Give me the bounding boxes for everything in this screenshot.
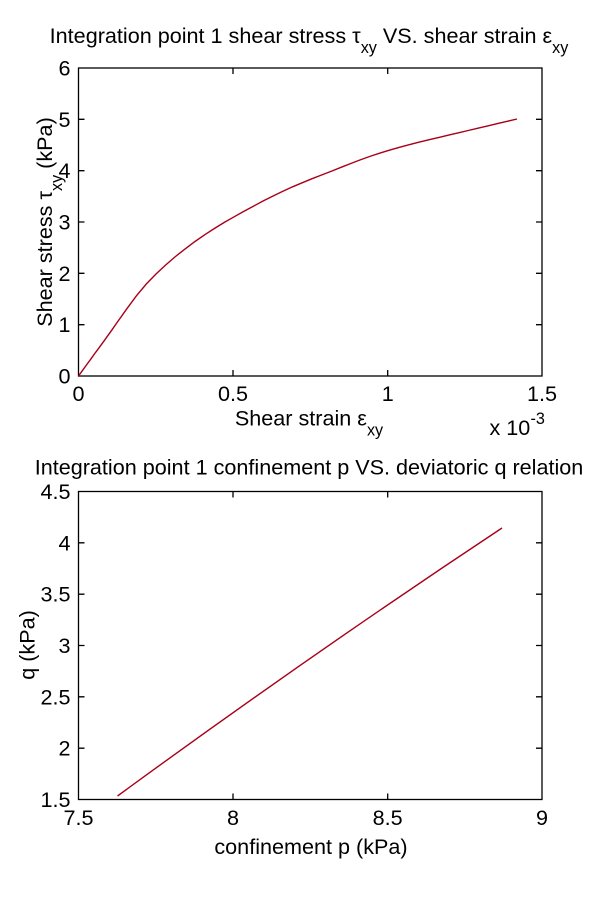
svg-text:4.5: 4.5: [40, 479, 70, 504]
svg-text:2: 2: [58, 261, 70, 286]
svg-text:0: 0: [72, 381, 84, 406]
svg-text:2: 2: [58, 736, 70, 761]
svg-text:4: 4: [58, 158, 70, 183]
svg-text:confinement p (kPa): confinement p (kPa): [214, 834, 407, 859]
svg-text:1: 1: [58, 312, 70, 337]
svg-text:4: 4: [58, 530, 70, 555]
svg-text:1.5: 1.5: [527, 381, 557, 406]
svg-text:3.5: 3.5: [40, 582, 70, 607]
svg-text:-3: -3: [531, 410, 545, 428]
svg-text:q (kPa): q (kPa): [15, 610, 40, 680]
svg-text:1.5: 1.5: [40, 787, 70, 812]
svg-text:0.5: 0.5: [218, 381, 248, 406]
svg-text:8.5: 8.5: [373, 805, 403, 830]
svg-text:1: 1: [382, 381, 394, 406]
svg-text:7.5: 7.5: [63, 805, 93, 830]
svg-text:3: 3: [58, 210, 70, 235]
svg-text:8: 8: [227, 805, 239, 830]
svg-text:6: 6: [58, 56, 70, 81]
svg-text:3: 3: [58, 633, 70, 658]
svg-text:0: 0: [58, 364, 70, 389]
svg-text:5: 5: [58, 107, 70, 132]
svg-text:Integration point 1 confinemen: Integration point 1 confinement p VS. de…: [35, 455, 584, 480]
svg-text:9: 9: [536, 805, 548, 830]
svg-text:2.5: 2.5: [40, 684, 70, 709]
svg-text:x 10: x 10: [490, 415, 531, 440]
